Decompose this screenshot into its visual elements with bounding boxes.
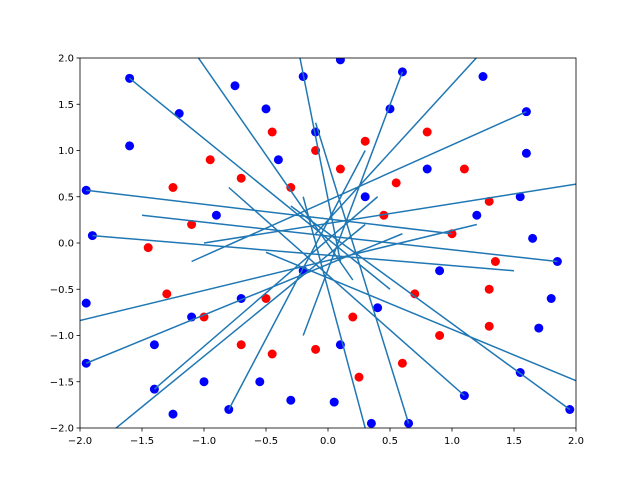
scatter-point: [286, 395, 296, 405]
scatter-point: [459, 164, 469, 174]
scatter-point: [125, 141, 135, 151]
scatter-point: [484, 196, 494, 206]
scatter-point: [236, 173, 246, 183]
scatter-point: [546, 294, 556, 303]
scatter-point: [168, 183, 178, 192]
scatter-point: [267, 349, 277, 359]
scatter-point: [199, 377, 209, 387]
scatter-point: [255, 377, 265, 387]
scatter-point: [311, 344, 321, 354]
y-tick-label: 1.5: [58, 100, 74, 111]
scatter-point: [211, 210, 221, 220]
x-tick-label: −1.5: [130, 436, 154, 447]
scatter-point: [230, 81, 240, 91]
scatter-point: [143, 243, 153, 253]
x-tick-label: 2.0: [568, 436, 584, 447]
scatter-point: [478, 72, 488, 81]
scatter-point: [472, 210, 482, 220]
plot-area: [80, 58, 576, 428]
y-tick-label: 1.0: [58, 146, 74, 157]
scatter-point: [348, 312, 358, 322]
scatter-point: [484, 321, 494, 331]
scatter-point: [261, 294, 271, 303]
x-tick-label: −0.5: [254, 436, 278, 447]
y-tick-label: −1.5: [50, 377, 74, 388]
scatter-point: [422, 127, 432, 137]
scatter-point: [149, 340, 159, 350]
x-tick-label: 1.0: [444, 436, 460, 447]
x-tick-label: 1.5: [506, 436, 522, 447]
scatter-point: [335, 58, 345, 65]
scatter-point: [329, 397, 339, 407]
scatter-point: [397, 358, 407, 368]
scatter-point: [391, 178, 401, 188]
y-tick-label: −2.0: [50, 424, 74, 435]
scatter-point: [490, 257, 500, 266]
y-tick-label: 0.0: [58, 239, 74, 250]
scatter-point: [534, 323, 544, 333]
scatter-point: [267, 127, 277, 137]
scatter-point: [162, 289, 172, 299]
scatter-point: [273, 155, 283, 165]
scatter-point: [286, 183, 296, 192]
scatter-point: [521, 148, 531, 158]
scatter-point: [528, 233, 538, 243]
x-tick-label: −1.0: [192, 436, 216, 447]
scatter-point: [422, 164, 432, 174]
scatter-point: [360, 192, 370, 202]
scatter-point: [168, 409, 178, 419]
line-segments: [80, 58, 576, 428]
scatter-point: [360, 136, 370, 146]
scatter-point: [261, 104, 271, 114]
scatter-point: [484, 284, 494, 294]
scatter-point: [435, 331, 445, 340]
y-tick-label: −0.5: [50, 285, 74, 296]
y-tick-label: 2.0: [58, 54, 74, 65]
scatter-point: [236, 340, 246, 350]
scatter-point: [205, 155, 215, 165]
y-tick-label: −1.0: [50, 331, 74, 342]
x-tick-label: 0.0: [320, 436, 336, 447]
scatter-point: [81, 298, 91, 308]
scatter-point: [354, 372, 364, 382]
scatter-point: [187, 220, 197, 229]
x-tick-label: −2.0: [68, 436, 92, 447]
y-tick-label: 0.5: [58, 192, 74, 203]
scatter-point: [515, 192, 525, 202]
scatter-point: [410, 289, 420, 299]
scatter-point: [373, 303, 383, 313]
x-tick-label: 0.5: [382, 436, 398, 447]
scatter-point: [435, 266, 445, 276]
scatter-point: [366, 418, 376, 428]
scatter-point: [335, 164, 345, 174]
